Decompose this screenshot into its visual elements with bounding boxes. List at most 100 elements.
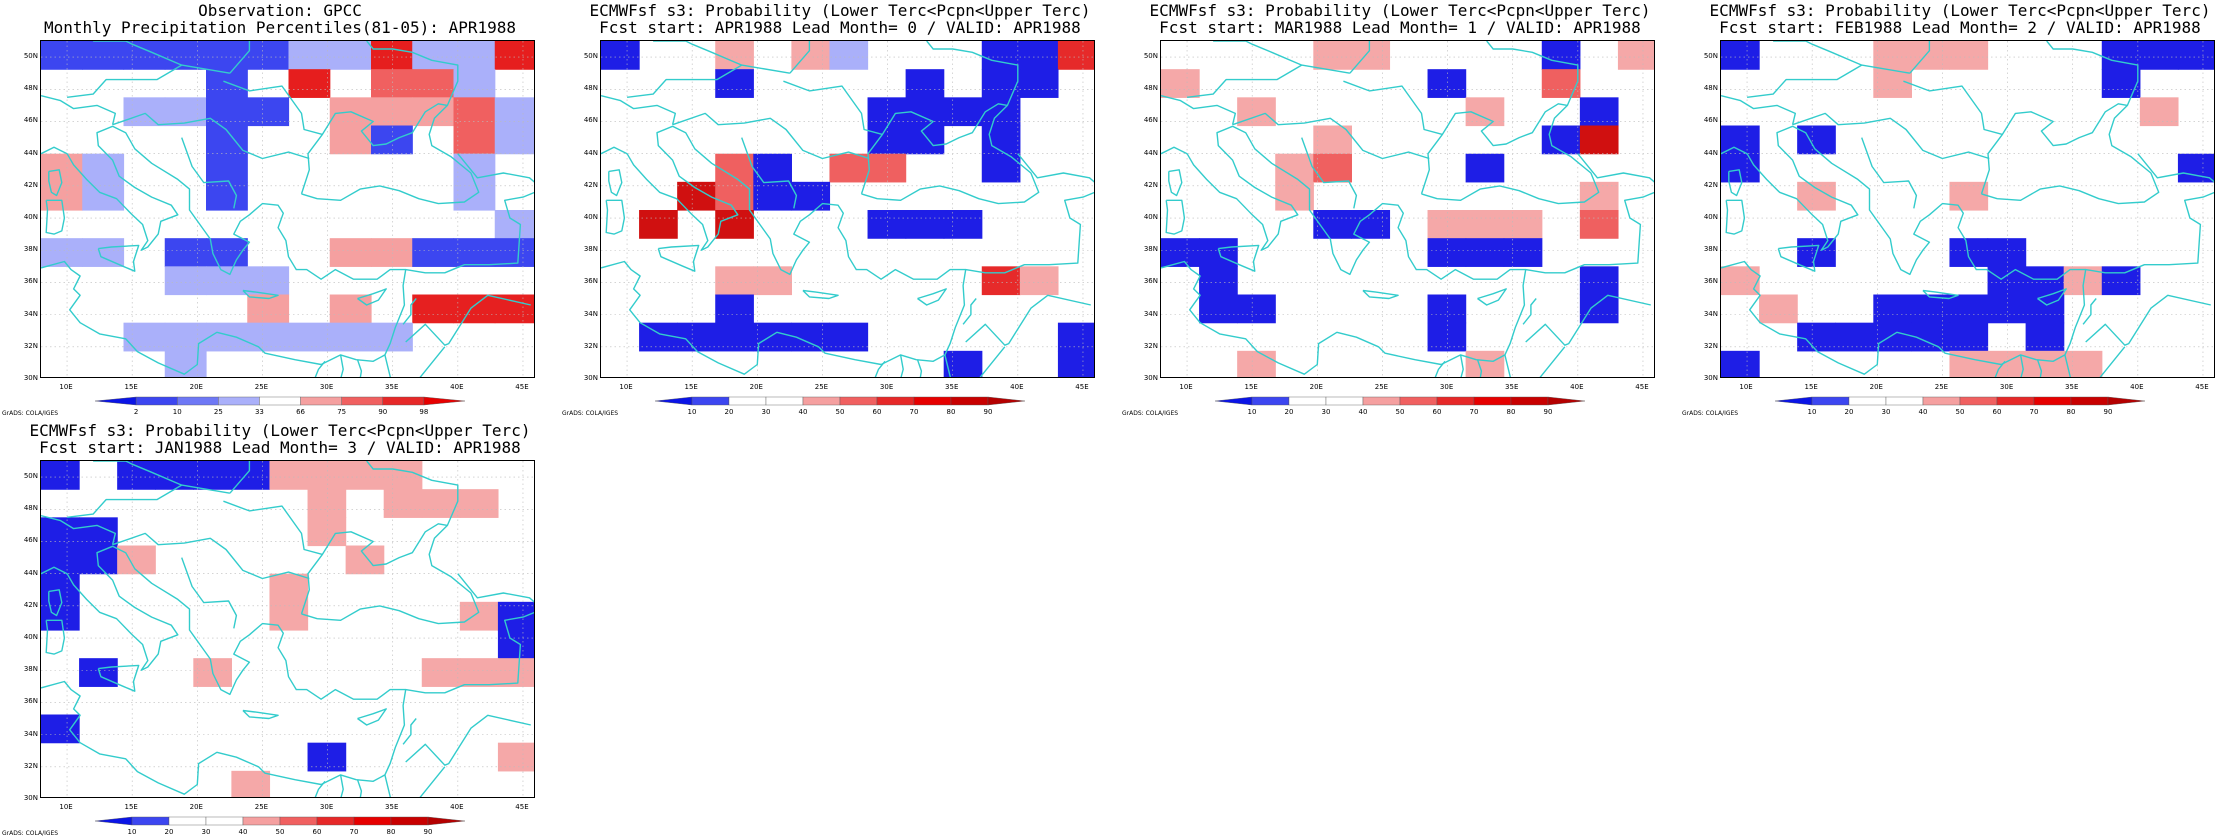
grid-cell (421, 489, 461, 518)
colorbar-label: 33 (255, 408, 264, 416)
panel-title: ECMWFsf s3: Probability (Lower Terc<Pcpn… (1149, 1, 1651, 20)
coastline (97, 244, 140, 272)
colorbar-segment (1325, 396, 1364, 406)
colorbar-segment (300, 396, 342, 406)
colorbar-label: 10 (688, 408, 697, 416)
coastline (860, 103, 1040, 205)
grid-cell (383, 489, 423, 518)
grid-cell (371, 41, 413, 70)
lat-tick-label: 40N (583, 213, 598, 222)
colorbar-segment (765, 396, 804, 406)
coastline (384, 766, 446, 797)
lat-tick-label: 38N (1143, 245, 1158, 254)
grid-cell (1949, 238, 1989, 267)
coastline (1420, 103, 1600, 205)
lon-tick-label: 10E (619, 383, 633, 391)
colorbar-label: 40 (799, 408, 808, 416)
grid-cell (1057, 41, 1094, 70)
coastline (1459, 354, 1464, 377)
lon-tick-label: 40E (450, 383, 464, 391)
lon-tick-label: 35E (385, 383, 399, 391)
lon-tick-label: 30E (1439, 383, 1454, 391)
grid-cell (2025, 266, 2065, 296)
grid-cell (1237, 294, 1276, 324)
grid-cell (459, 489, 499, 518)
grid-cell (1161, 69, 1200, 98)
grid-cell (41, 714, 80, 744)
colorbar-segment (1848, 396, 1887, 406)
lon-tick-label: 45E (1635, 383, 1649, 391)
grid-cell (1797, 322, 1836, 352)
grid-cell (1275, 181, 1314, 211)
map-plot (40, 460, 535, 798)
colorbar-label: 90 (424, 828, 433, 836)
colorbar-segment (259, 396, 301, 406)
lat-tick-label: 36N (1143, 277, 1158, 286)
credit-label: GrADS: COLA/IGES (2, 410, 59, 417)
colorbar-label: 90 (2104, 408, 2113, 416)
grid-cell (1579, 266, 1619, 296)
coastline (2036, 359, 2043, 377)
colorbar-label: 20 (1845, 408, 1854, 416)
grid-cell (82, 41, 125, 70)
grid-cell (1503, 238, 1543, 267)
coastline (1861, 137, 1918, 209)
colorbar-label: 80 (2067, 408, 2076, 416)
coastline (112, 112, 310, 160)
grid-cell (383, 461, 423, 490)
lon-tick-label: 35E (1505, 383, 1519, 391)
grid-cell (329, 41, 372, 70)
coastline (1187, 64, 1351, 98)
grid-cell (206, 41, 248, 70)
lat-tick-label: 40N (1143, 213, 1158, 222)
colorbar-label: 25 (214, 408, 223, 416)
colorbar-segment (1436, 396, 1475, 406)
lon-tick-label: 35E (945, 383, 959, 391)
coastline (339, 354, 344, 377)
coastline (2037, 288, 2067, 306)
colorbar-segment (1885, 396, 1924, 406)
colorbar-segment (177, 396, 219, 406)
lat-tick-label: 32N (583, 341, 598, 350)
grid-cell (1199, 266, 1238, 296)
grid-cell (269, 601, 309, 631)
colorbar-label: 70 (1470, 408, 1479, 416)
grid-cell (1987, 266, 2027, 296)
grid-cell (943, 97, 983, 127)
grid-cell (2101, 41, 2141, 70)
coastline (242, 709, 279, 720)
lon-tick-label: 45E (515, 383, 529, 391)
lon-tick-label: 15E (1804, 383, 1818, 391)
colorbar-label: 20 (1285, 408, 1294, 416)
colorbar-segment (1510, 396, 1549, 406)
grid-cell (497, 742, 534, 772)
lon-tick-label: 30E (319, 803, 334, 811)
grid-cell (1427, 210, 1467, 239)
grid-cell (601, 41, 640, 70)
grid-cell (1873, 41, 1912, 70)
coastline (339, 774, 344, 797)
grid-cell (2139, 97, 2179, 127)
panel-subtitle: Fcst start: MAR1988 Lead Month= 1 / VALI… (1159, 18, 1641, 37)
panel-subtitle: Monthly Precipitation Percentiles(81-05)… (43, 18, 516, 37)
grid-cell (1465, 210, 1505, 239)
colorbar-label: 10 (1808, 408, 1817, 416)
lat-tick-label: 32N (23, 761, 38, 770)
lat-tick-label: 48N (23, 84, 38, 93)
grid-cell (497, 658, 534, 687)
lat-tick-label: 40N (1703, 213, 1718, 222)
lon-tick-label: 40E (450, 803, 464, 811)
coastline (1362, 289, 1399, 300)
colorbar-label: 90 (984, 408, 993, 416)
colorbar-segment (1473, 396, 1512, 406)
panel-lead-3: ECMWFsf s3: Probability (Lower Terc<Pcpn… (0, 420, 560, 840)
coastline (916, 359, 923, 377)
colorbar-segment (205, 816, 244, 826)
colorbar-segment (131, 816, 170, 826)
grid-cell (79, 658, 118, 687)
grid-cell (206, 153, 248, 183)
colorbar-label: 50 (836, 408, 845, 416)
coastline (1504, 346, 1566, 377)
grid-cell (497, 630, 534, 659)
